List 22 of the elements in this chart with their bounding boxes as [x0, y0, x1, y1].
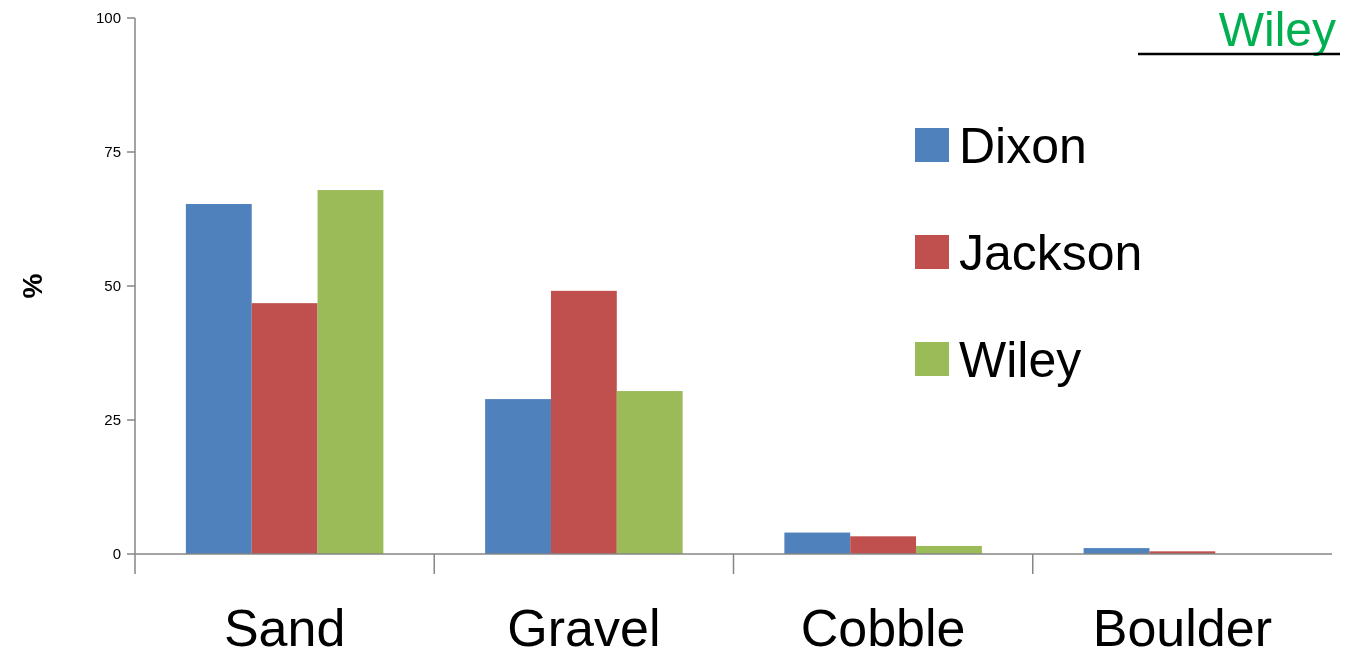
bar — [616, 391, 683, 554]
legend-label: Dixon — [959, 117, 1087, 174]
x-tick-label: Boulder — [1092, 599, 1272, 657]
x-tick-label: Cobble — [800, 599, 966, 657]
y-tick-label: 50 — [104, 277, 121, 295]
legend-label: Wiley — [959, 331, 1082, 388]
x-tick-label: Sand — [223, 599, 346, 657]
bar — [317, 190, 384, 554]
bar — [185, 203, 252, 554]
bar — [485, 399, 551, 554]
bar — [784, 532, 851, 554]
annotation: Wiley — [1218, 3, 1336, 56]
bar — [550, 290, 617, 554]
bar — [251, 303, 318, 554]
y-tick-label: 25 — [104, 411, 121, 429]
bar — [850, 536, 917, 554]
legend-label: Jackson — [959, 224, 1143, 281]
y-tick-label: 100 — [95, 9, 121, 27]
x-tick-label: Gravel — [507, 599, 661, 657]
y-tick-label: 0 — [112, 545, 121, 563]
y-axis-title: % — [16, 273, 48, 299]
y-tick-label: 75 — [104, 143, 121, 161]
